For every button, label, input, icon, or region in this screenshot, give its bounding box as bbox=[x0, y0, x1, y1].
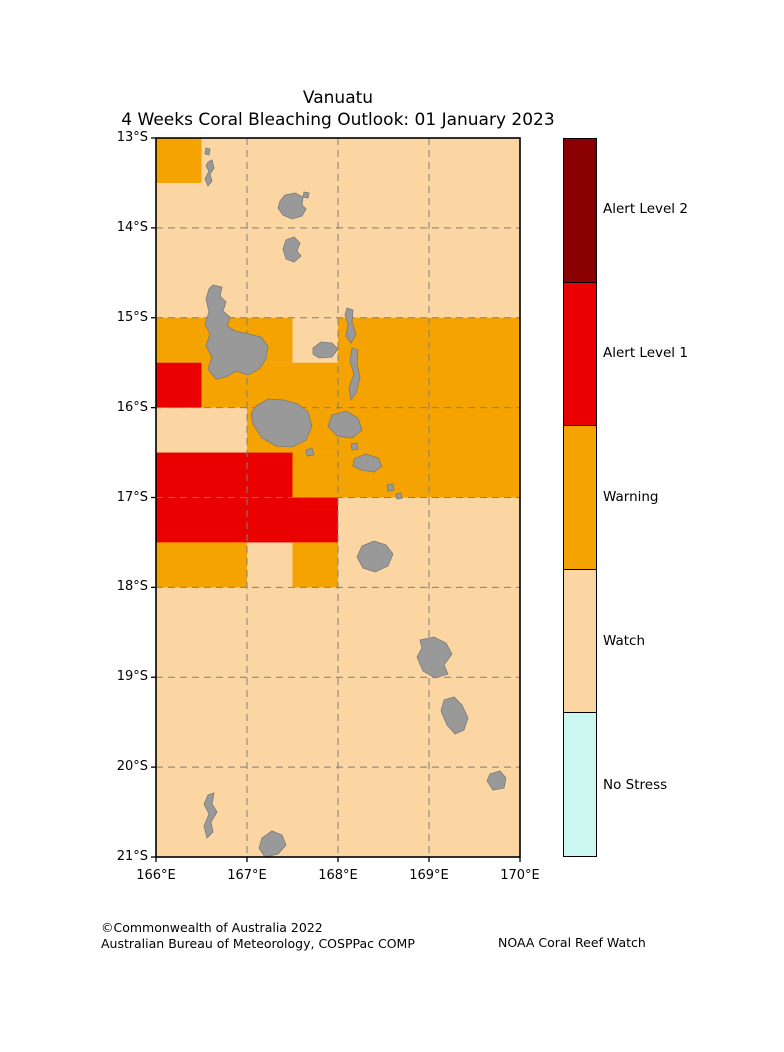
outlook-cell bbox=[156, 542, 247, 588]
lon-tick-label: 170°E bbox=[500, 868, 540, 883]
island bbox=[352, 453, 383, 473]
lon-tick-label: 167°E bbox=[227, 868, 267, 883]
title-region: Vanuatu bbox=[302, 88, 374, 108]
lat-tick-label: 19°S bbox=[116, 669, 148, 685]
island bbox=[416, 636, 453, 679]
island bbox=[305, 447, 315, 457]
legend-label: Alert Level 2 bbox=[603, 201, 688, 218]
attribution-line: Australian Bureau of Meteorology, COSPPa… bbox=[101, 935, 415, 951]
copyright-line: ©Commonwealth of Australia 2022 bbox=[101, 920, 323, 935]
colorbar-segment bbox=[564, 569, 596, 714]
lat-tick-label: 17°S bbox=[116, 489, 148, 505]
legend-label: Alert Level 1 bbox=[603, 345, 688, 362]
island bbox=[204, 159, 215, 187]
island bbox=[356, 540, 394, 573]
island bbox=[486, 770, 507, 791]
legend-label: Warning bbox=[603, 489, 659, 505]
colorbar-segment bbox=[564, 713, 596, 856]
outlook-cell bbox=[156, 138, 202, 183]
credit-noaa: NOAA Coral Reef Watch bbox=[498, 935, 646, 950]
footer: ©Commonwealth of Australia 2022 Australi… bbox=[101, 920, 415, 951]
island bbox=[258, 830, 287, 858]
colorbar-segment bbox=[564, 426, 596, 570]
island bbox=[327, 410, 363, 439]
outlook-cell bbox=[156, 452, 293, 498]
island bbox=[250, 398, 313, 448]
map-title: Vanuatu 4 Weeks Coral Bleaching Outlook:… bbox=[38, 87, 638, 131]
island bbox=[203, 792, 218, 839]
lat-tick-label: 20°S bbox=[116, 759, 148, 775]
outlook-cell bbox=[156, 362, 202, 408]
map-plot bbox=[151, 137, 521, 862]
island bbox=[386, 483, 395, 492]
lon-tick-label: 169°E bbox=[409, 868, 449, 883]
legend-label: No Stress bbox=[603, 776, 668, 793]
lat-tick-label: 21°S bbox=[116, 849, 148, 864]
island bbox=[277, 192, 307, 220]
island bbox=[204, 284, 269, 380]
lon-tick-label: 166°E bbox=[136, 868, 176, 883]
lat-tick-label: 15°S bbox=[116, 309, 148, 325]
lat-tick-label: 13°S bbox=[116, 130, 148, 145]
island bbox=[348, 347, 361, 402]
colorbar-segment bbox=[564, 282, 596, 427]
legend-label: Watch bbox=[603, 632, 646, 649]
title-subtitle: 4 Weeks Coral Bleaching Outlook: 01 Janu… bbox=[121, 110, 555, 130]
island bbox=[282, 236, 302, 263]
island bbox=[440, 696, 469, 735]
island bbox=[344, 307, 357, 344]
island bbox=[395, 492, 403, 500]
island bbox=[302, 191, 310, 199]
outlook-cell bbox=[292, 542, 338, 588]
lat-tick-label: 14°S bbox=[116, 219, 148, 235]
map-frame bbox=[155, 137, 521, 858]
lat-tick-label: 18°S bbox=[116, 579, 148, 595]
outlook-cell bbox=[292, 452, 338, 498]
island bbox=[350, 442, 359, 451]
lat-tick-label: 16°S bbox=[116, 399, 148, 415]
island bbox=[204, 147, 211, 156]
legend-colorbar bbox=[563, 138, 597, 857]
lon-tick-label: 168°E bbox=[318, 868, 358, 883]
island bbox=[312, 341, 339, 359]
colorbar-segment bbox=[564, 139, 596, 283]
